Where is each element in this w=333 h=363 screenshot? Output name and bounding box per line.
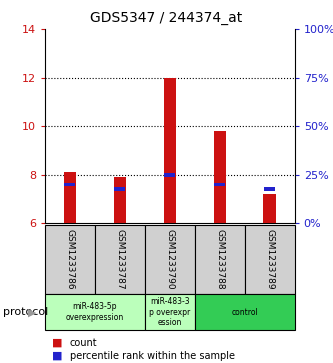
Text: GSM1233789: GSM1233789 [265, 229, 274, 290]
Text: ▶: ▶ [28, 307, 37, 317]
Bar [245, 225, 295, 294]
Text: GSM1233790: GSM1233790 [165, 229, 174, 290]
Text: miR-483-5p
overexpression: miR-483-5p overexpression [66, 302, 124, 322]
Bar [165, 173, 175, 176]
Bar [263, 194, 276, 223]
Bar [95, 225, 145, 294]
Bar [45, 225, 95, 294]
Text: GSM1233786: GSM1233786 [65, 229, 75, 290]
Bar [45, 294, 145, 330]
Text: control: control [231, 308, 258, 317]
Bar [114, 177, 126, 223]
Text: count: count [70, 338, 98, 348]
Bar [115, 187, 125, 191]
Bar [213, 131, 226, 223]
Bar [195, 225, 245, 294]
Bar [264, 187, 275, 191]
Text: ■: ■ [52, 351, 62, 361]
Text: GSM1233787: GSM1233787 [115, 229, 125, 290]
Text: percentile rank within the sample: percentile rank within the sample [70, 351, 235, 361]
Bar [164, 78, 176, 223]
Bar [64, 172, 76, 223]
Text: miR-483-3
p overexpr
ession: miR-483-3 p overexpr ession [149, 297, 190, 327]
Text: ■: ■ [52, 338, 62, 348]
Bar [214, 183, 225, 186]
Text: protocol: protocol [3, 307, 49, 317]
Bar [195, 294, 295, 330]
Text: GSM1233788: GSM1233788 [215, 229, 224, 290]
Text: GDS5347 / 244374_at: GDS5347 / 244374_at [90, 11, 243, 25]
Bar [145, 294, 195, 330]
Bar [145, 225, 195, 294]
Bar [65, 183, 76, 186]
